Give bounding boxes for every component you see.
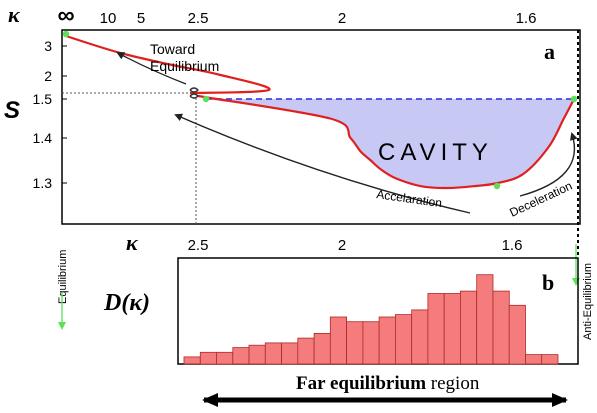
anti-equilibrium-side: Anti-Equilibrium bbox=[572, 244, 594, 340]
top-tick-label: 1.6 bbox=[516, 10, 537, 27]
top-axis-ticks: ∞ 10 5 2.5 2 1.6 bbox=[57, 2, 536, 29]
y-axis-ticks: 3 2 1.5 1.4 1.3 bbox=[33, 38, 67, 191]
marker-cavity-right bbox=[570, 95, 578, 103]
panel-a-label: a bbox=[544, 39, 555, 64]
panel-b: b κ 2.5 2 1.6 D(κ) bbox=[103, 230, 579, 365]
top-tick-label: 10 bbox=[100, 10, 117, 27]
y-tick-label: 2 bbox=[44, 68, 52, 84]
histogram-bar bbox=[443, 293, 461, 365]
marker-minimum bbox=[493, 182, 501, 190]
toward-equilibrium-arrow bbox=[116, 52, 187, 85]
histogram-bar bbox=[297, 337, 315, 365]
histogram-bar bbox=[541, 354, 559, 365]
deceleration-arrow bbox=[519, 132, 578, 197]
equilibrium-label: Equilibrium bbox=[150, 58, 219, 74]
acceleration-arrow bbox=[174, 113, 471, 214]
histogram-bar bbox=[264, 342, 282, 365]
histogram-bar bbox=[183, 356, 201, 365]
histogram-bars bbox=[183, 274, 559, 365]
caption-text: Far equilibrium region bbox=[296, 373, 480, 394]
histogram-bar bbox=[427, 293, 445, 365]
panel-b-top-ticks: 2.5 2 1.6 bbox=[188, 237, 523, 254]
histogram-bar bbox=[492, 290, 510, 365]
histogram-bar bbox=[508, 304, 526, 365]
y-axis-label-D: D(κ) bbox=[103, 290, 150, 316]
caption-rest: region bbox=[426, 373, 480, 394]
panel-b-tick-label: 1.6 bbox=[502, 237, 523, 254]
histogram-bar bbox=[459, 290, 478, 365]
top-tick-label: 5 bbox=[137, 10, 145, 27]
kappa-symbol-b: κ bbox=[126, 230, 139, 255]
y-tick-label: 1.5 bbox=[33, 91, 53, 107]
histogram-bar bbox=[248, 344, 266, 365]
histogram-bar bbox=[281, 342, 299, 365]
histogram-bar bbox=[525, 354, 543, 365]
panel-b-tick-label: 2 bbox=[338, 237, 346, 254]
axis-break-mark bbox=[189, 87, 199, 99]
equilibrium-side: Equilibrium bbox=[57, 250, 69, 330]
toward-label: Toward bbox=[150, 41, 195, 57]
histogram-bar bbox=[329, 316, 347, 365]
histogram-bar bbox=[313, 332, 331, 365]
cavity-region bbox=[206, 99, 574, 188]
panel-a-frame bbox=[61, 29, 581, 225]
top-tick-label: ∞ bbox=[57, 2, 74, 29]
kappa-symbol-top: κ bbox=[8, 2, 21, 27]
top-tick-label: 2.5 bbox=[188, 10, 209, 27]
cavity-label: CAVITY bbox=[378, 139, 493, 166]
y-tick-label: 1.3 bbox=[33, 175, 53, 191]
histogram-bar bbox=[411, 309, 429, 365]
marker-cavity-left bbox=[202, 95, 210, 103]
top-tick-label: 2 bbox=[338, 10, 346, 27]
panel-b-label: b bbox=[542, 270, 554, 295]
histogram-bar bbox=[232, 347, 250, 365]
y-tick-label: 1.4 bbox=[33, 130, 53, 146]
histogram-bar bbox=[346, 321, 364, 365]
entropy-curve-right bbox=[197, 94, 575, 190]
caption-bold: Far equilibrium bbox=[296, 373, 426, 394]
equilibrium-side-label: Equilibrium bbox=[57, 250, 69, 304]
panel-a: Toward Equilibrium CAVITY Accelaration D… bbox=[4, 2, 581, 258]
y-tick-label: 3 bbox=[44, 38, 52, 54]
far-equilibrium-caption: Far equilibrium region bbox=[202, 373, 568, 407]
histogram-bar bbox=[394, 314, 413, 365]
y-axis-label-S: S bbox=[4, 97, 20, 124]
histogram-bar bbox=[199, 351, 218, 365]
anti-equilibrium-side-label: Anti-Equilibrium bbox=[582, 263, 594, 340]
deceleration-label: Deceleration bbox=[507, 179, 574, 220]
histogram-bar bbox=[362, 321, 380, 365]
marker-start bbox=[62, 30, 70, 38]
acceleration-label: Accelaration bbox=[376, 187, 443, 210]
histogram-bar bbox=[476, 274, 494, 365]
entropy-curve-left bbox=[65, 34, 271, 95]
panel-b-tick-label: 2.5 bbox=[188, 237, 209, 254]
histogram-bar bbox=[216, 351, 234, 365]
histogram-bar bbox=[378, 316, 396, 365]
